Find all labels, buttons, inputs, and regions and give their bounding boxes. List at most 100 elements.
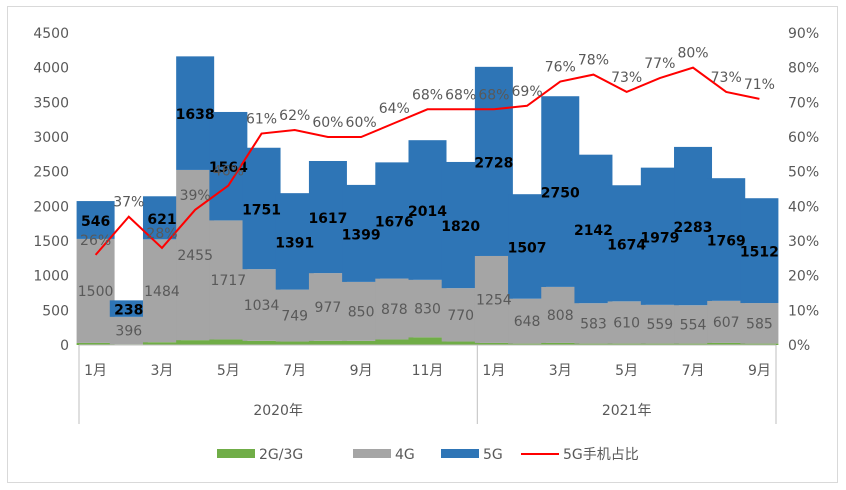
data-label-5g-share: 62% (279, 108, 310, 124)
bar-4g (142, 239, 181, 343)
bar-2g3g (142, 342, 181, 345)
bar-5g (109, 300, 148, 317)
data-label-4g: 559 (646, 317, 673, 333)
x-tick-label: 5月 (217, 363, 240, 379)
bar-4g (76, 238, 115, 343)
year-group-label: 2020年 (253, 403, 303, 419)
bar-5g (640, 167, 679, 305)
bar-4g (541, 286, 580, 343)
data-label-5g: 2014 (408, 204, 447, 220)
data-label-4g: 878 (381, 302, 408, 318)
data-label-5g: 546 (81, 214, 110, 230)
data-label-5g: 238 (114, 303, 143, 319)
bar-2g3g (342, 340, 381, 345)
y-tick-label: 3000 (33, 130, 69, 146)
data-label-5g-share: 76% (545, 60, 576, 76)
x-tick-label: 9月 (350, 363, 373, 379)
data-label-5g-share: 68% (478, 87, 509, 103)
legend-4g-swatch (353, 449, 391, 458)
data-label-4g: 585 (746, 316, 773, 332)
bar-4g (707, 300, 746, 343)
data-label-5g: 1820 (441, 219, 480, 235)
bar-4g (109, 316, 148, 345)
data-label-5g-share: 46% (213, 164, 244, 180)
data-label-5g-share: 77% (644, 56, 675, 72)
data-label-4g: 1484 (144, 284, 180, 300)
y2-tick-label: 0% (788, 338, 810, 354)
chart-frame: 0 500 1000 1500 2000 2500 3000 3500 4000 4500 0% 10… (7, 6, 838, 483)
data-label-5g: 1507 (508, 240, 547, 256)
data-label-4g: 1500 (78, 284, 114, 300)
x-tick-label: 9月 (748, 363, 771, 379)
data-label-5g-share: 73% (611, 70, 642, 86)
data-label-5g: 1391 (275, 235, 314, 251)
data-label-4g: 977 (315, 300, 342, 316)
data-label-5g-share: 80% (677, 46, 708, 62)
bar-4g (607, 301, 646, 344)
x-tick-label: 11月 (412, 363, 444, 379)
y-tick-label: 1000 (33, 269, 69, 285)
y2-tick-label: 40% (788, 199, 819, 215)
x-tick-label: 3月 (549, 363, 572, 379)
bar-5g (474, 66, 513, 256)
data-label-4g: 583 (580, 316, 607, 332)
data-label-5g-share: 78% (578, 53, 609, 69)
bar-4g (508, 298, 547, 344)
bar-2g3g (607, 343, 646, 345)
bar-4g (242, 269, 281, 341)
data-label-4g: 648 (514, 314, 541, 330)
bar-4g (574, 303, 613, 344)
bar-4g (308, 273, 347, 341)
data-label-5g: 1674 (607, 237, 646, 253)
y-tick-label: 0 (60, 338, 69, 354)
bar-5g (375, 162, 414, 279)
bar-5g (674, 146, 713, 306)
y2-tick-label: 50% (788, 165, 819, 181)
data-label-5g-share: 61% (246, 112, 277, 128)
bar-2g3g (308, 340, 347, 345)
bar-4g (375, 278, 414, 340)
legend-5g-share-label: 5G手机占比 (563, 447, 639, 463)
y2-tick-label: 80% (788, 61, 819, 77)
data-label-4g: 607 (713, 315, 740, 331)
bar-2g3g (740, 343, 779, 345)
data-label-5g-share: 68% (445, 87, 476, 103)
year-group-label: 2021年 (602, 403, 652, 419)
x-tick-label: 7月 (682, 363, 705, 379)
y-tick-label: 500 (42, 303, 69, 319)
bar-5g (508, 194, 547, 299)
bar-4g (209, 220, 248, 340)
data-label-4g: 1254 (476, 292, 512, 308)
data-label-4g: 396 (115, 324, 142, 340)
bar-2g3g (474, 342, 513, 345)
legend-2g3g-swatch (217, 449, 255, 458)
bar-4g (674, 305, 713, 344)
x-tick-label: 3月 (151, 363, 174, 379)
bar-5g (707, 178, 746, 301)
bar-5g (574, 154, 613, 304)
y-tick-label: 2500 (33, 165, 69, 181)
data-label-5g-share: 39% (180, 188, 211, 204)
data-label-4g: 808 (547, 308, 574, 324)
bar-5g (541, 96, 580, 287)
data-label-5g: 2142 (574, 223, 613, 239)
data-label-5g: 2283 (674, 220, 713, 236)
bar-5g (275, 193, 314, 290)
bar-4g (640, 304, 679, 344)
y2-tick-label: 20% (788, 269, 819, 285)
bar-5g (308, 160, 347, 274)
bar-5g (242, 147, 281, 270)
data-label-5g: 2728 (474, 155, 513, 171)
legend-5g-label: 5G (483, 447, 503, 463)
data-label-5g-share: 60% (312, 115, 343, 131)
bar-4g (740, 303, 779, 344)
bar-2g3g (209, 339, 248, 345)
legend-4g-label: 4G (395, 447, 415, 463)
y-tick-label: 4500 (33, 26, 69, 42)
x-tick-label: 1月 (482, 363, 505, 379)
data-label-4g: 749 (281, 309, 308, 325)
x-tick-label: 7月 (283, 363, 306, 379)
bar-2g3g (375, 339, 414, 345)
data-label-5g: 1979 (640, 230, 679, 246)
data-label-5g-share: 26% (80, 233, 111, 249)
